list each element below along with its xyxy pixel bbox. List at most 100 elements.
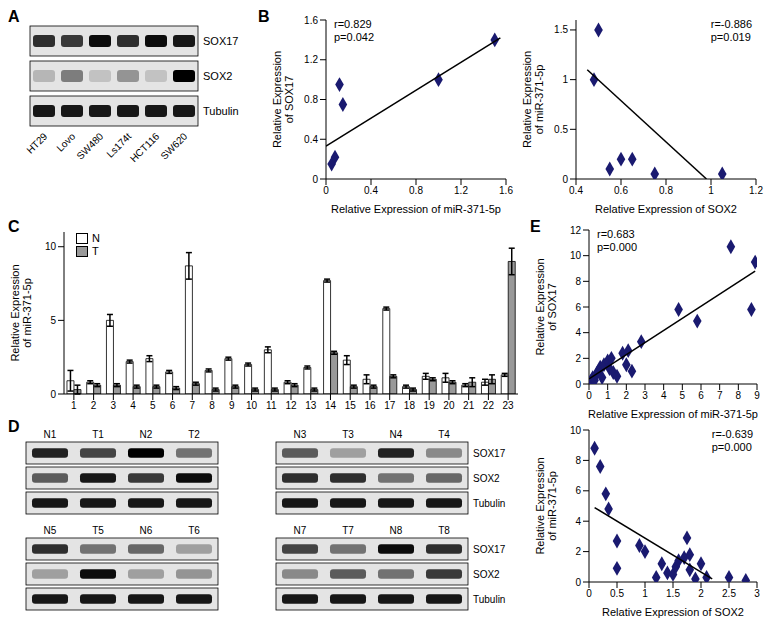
svg-text:N6: N6 xyxy=(140,525,153,536)
svg-text:0.4: 0.4 xyxy=(304,134,318,145)
svg-text:0: 0 xyxy=(575,577,581,588)
svg-text:13: 13 xyxy=(305,400,317,411)
svg-text:0: 0 xyxy=(575,379,581,390)
svg-text:12: 12 xyxy=(285,400,297,411)
svg-text:14: 14 xyxy=(325,400,337,411)
svg-text:18: 18 xyxy=(404,400,416,411)
svg-text:T5: T5 xyxy=(92,525,104,536)
svg-text:9: 9 xyxy=(229,400,235,411)
svg-text:7: 7 xyxy=(717,390,723,401)
svg-text:10: 10 xyxy=(45,241,57,252)
svg-text:9: 9 xyxy=(754,390,760,401)
svg-text:Lovo: Lovo xyxy=(54,130,77,153)
svg-text:SOX2: SOX2 xyxy=(203,70,232,82)
svg-text:1.2: 1.2 xyxy=(454,185,468,196)
svg-text:0: 0 xyxy=(312,174,318,185)
svg-text:N1: N1 xyxy=(44,429,57,440)
svg-text:2: 2 xyxy=(91,400,97,411)
svg-text:2: 2 xyxy=(624,390,630,401)
svg-text:1: 1 xyxy=(642,588,648,599)
svg-text:17: 17 xyxy=(384,400,396,411)
svg-text:0.6: 0.6 xyxy=(614,185,628,196)
svg-text:6: 6 xyxy=(575,485,581,496)
svg-text:4: 4 xyxy=(575,516,581,527)
svg-text:3: 3 xyxy=(111,400,117,411)
svg-text:4: 4 xyxy=(130,400,136,411)
svg-text:T3: T3 xyxy=(342,429,354,440)
svg-text:N2: N2 xyxy=(140,429,153,440)
svg-text:HCT116: HCT116 xyxy=(128,130,162,164)
svg-text:4: 4 xyxy=(661,390,667,401)
svg-text:Relative Expressionof miR-371-: Relative Expressionof miR-371-5p xyxy=(521,51,546,148)
svg-text:1.5: 1.5 xyxy=(666,588,680,599)
svg-text:8: 8 xyxy=(736,390,742,401)
svg-text:SOX2: SOX2 xyxy=(473,473,500,484)
svg-text:4: 4 xyxy=(575,327,581,338)
svg-text:T7: T7 xyxy=(342,525,354,536)
svg-text:Relative Expressionof miR-371-: Relative Expressionof miR-371-5p xyxy=(534,457,559,554)
svg-text:10: 10 xyxy=(570,425,582,436)
svg-text:5: 5 xyxy=(680,390,686,401)
svg-text:T6: T6 xyxy=(188,525,200,536)
svg-text:N7: N7 xyxy=(294,525,307,536)
svg-text:10: 10 xyxy=(570,250,582,261)
svg-text:SOX17: SOX17 xyxy=(203,35,238,47)
svg-text:SOX2: SOX2 xyxy=(473,569,500,580)
svg-text:Relative Expressionof SOX17: Relative Expressionof SOX17 xyxy=(271,51,296,148)
svg-text:Tubulin: Tubulin xyxy=(473,594,505,605)
svg-text:N3: N3 xyxy=(294,429,307,440)
svg-text:12: 12 xyxy=(570,225,582,236)
svg-text:16: 16 xyxy=(364,400,376,411)
svg-text:0.8: 0.8 xyxy=(304,94,318,105)
svg-text:Relative Expressionof miR-371-: Relative Expressionof miR-371-5p xyxy=(9,264,34,361)
svg-text:1: 1 xyxy=(562,74,568,85)
svg-text:1: 1 xyxy=(708,185,714,196)
svg-text:SW480: SW480 xyxy=(74,130,105,161)
svg-text:1: 1 xyxy=(71,400,77,411)
svg-text:0.5: 0.5 xyxy=(554,124,568,135)
svg-text:Relative Expression of SOX2: Relative Expression of SOX2 xyxy=(602,606,744,618)
svg-text:0: 0 xyxy=(323,185,329,196)
svg-text:21: 21 xyxy=(463,400,475,411)
svg-text:Relative Expression of SOX2: Relative Expression of SOX2 xyxy=(595,203,737,215)
svg-text:T2: T2 xyxy=(188,429,200,440)
svg-text:0.8: 0.8 xyxy=(409,185,423,196)
svg-text:Relative Expression of miR-371: Relative Expression of miR-371-5p xyxy=(331,203,501,215)
svg-text:6: 6 xyxy=(170,400,176,411)
svg-text:20: 20 xyxy=(443,400,455,411)
svg-text:0: 0 xyxy=(586,588,592,599)
svg-text:1.6: 1.6 xyxy=(304,15,318,26)
svg-text:T8: T8 xyxy=(438,525,450,536)
svg-text:HT29: HT29 xyxy=(24,130,49,155)
svg-text:2: 2 xyxy=(575,546,581,557)
svg-text:0: 0 xyxy=(562,174,568,185)
svg-text:Relative Expressionof SOX17: Relative Expressionof SOX17 xyxy=(534,258,559,355)
svg-text:3: 3 xyxy=(754,588,760,599)
svg-text:8: 8 xyxy=(209,400,215,411)
svg-text:7: 7 xyxy=(190,400,196,411)
svg-text:2.5: 2.5 xyxy=(722,588,736,599)
svg-text:SOX17: SOX17 xyxy=(473,448,506,459)
svg-text:2: 2 xyxy=(698,588,704,599)
svg-text:0.4: 0.4 xyxy=(364,185,378,196)
svg-text:0.5: 0.5 xyxy=(610,588,624,599)
svg-text:1: 1 xyxy=(605,390,611,401)
svg-text:N8: N8 xyxy=(390,525,403,536)
svg-text:5: 5 xyxy=(50,315,56,326)
svg-text:Tubulin: Tubulin xyxy=(473,498,505,509)
svg-text:1.2: 1.2 xyxy=(304,54,318,65)
svg-text:11: 11 xyxy=(266,400,277,411)
svg-text:19: 19 xyxy=(424,400,436,411)
svg-text:T1: T1 xyxy=(92,429,104,440)
svg-text:6: 6 xyxy=(698,390,704,401)
svg-text:22: 22 xyxy=(483,400,495,411)
svg-text:T4: T4 xyxy=(438,429,450,440)
svg-text:N5: N5 xyxy=(44,525,57,536)
svg-text:8: 8 xyxy=(575,455,581,466)
svg-text:1.6: 1.6 xyxy=(499,185,513,196)
svg-text:5: 5 xyxy=(150,400,156,411)
svg-text:0: 0 xyxy=(50,389,56,400)
svg-text:10: 10 xyxy=(246,400,258,411)
svg-text:3: 3 xyxy=(642,390,648,401)
svg-text:1.2: 1.2 xyxy=(749,185,763,196)
